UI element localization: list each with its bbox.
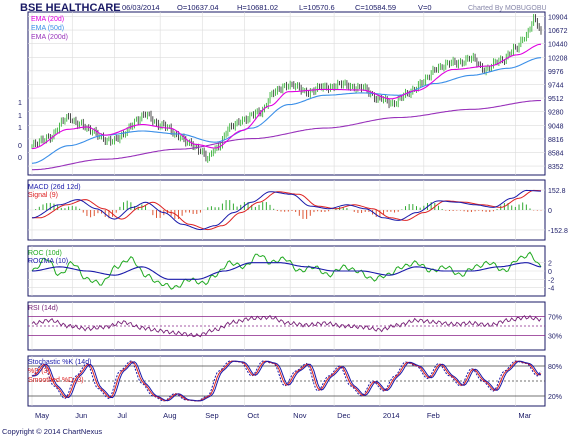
left-stub-label: 0 [18, 155, 22, 162]
left-stub-label: 0 [18, 143, 22, 150]
x-tick-label: Sep [205, 411, 218, 420]
close-readout: C=10584.59 [355, 3, 396, 12]
price-tick-label: 8584 [548, 150, 564, 157]
price-tick-label: 8352 [548, 164, 564, 171]
roc-line [31, 251, 542, 290]
x-tick-label: Feb [427, 411, 440, 420]
price-tick-label: 9512 [548, 96, 564, 103]
price-tick-label: 10672 [548, 28, 568, 35]
rocma-line [31, 262, 542, 280]
legend-ema20: EMA (20d) [31, 16, 64, 23]
stoch-tick-label: 20% [548, 394, 562, 401]
legend-ema50: EMA (50d) [31, 25, 64, 32]
price-legend: EMA (20d) EMA (50d) EMA (200d) [31, 16, 68, 41]
legend-rsi: RSI (14d) [28, 305, 58, 312]
rsi-tick-label: 70% [548, 314, 562, 321]
left-stub-label: 1 [18, 125, 22, 132]
rsi-tick-label: 30% [548, 334, 562, 341]
date-readout: 06/03/2014 [122, 3, 160, 12]
rsi-line [31, 314, 542, 338]
legend-roc: ROC (10d) [28, 250, 62, 257]
roc-tick-label: -2 [548, 277, 554, 284]
x-tick-label: Aug [163, 411, 176, 420]
low-readout: L=10570.6 [299, 3, 335, 12]
legend-ema200: EMA (200d) [31, 34, 68, 41]
price-tick-label: 9976 [548, 69, 564, 76]
stoch-smoothed-line [32, 360, 542, 402]
ema50-line [31, 57, 542, 164]
macd-line [31, 189, 541, 231]
left-stub-label: 1 [18, 113, 22, 120]
high-readout: H=10681.02 [237, 3, 278, 12]
roc-tick-label: -4 [548, 286, 554, 293]
plot-layer [31, 13, 542, 402]
stoch-legend: Stochastic %K (14d) %D (3) Smoothed %D (… [28, 359, 91, 384]
x-tick-label: Jul [117, 411, 127, 420]
legend-stoch-k: Stochastic %K (14d) [28, 359, 91, 366]
x-tick-label: May [35, 411, 49, 420]
open-readout: O=10637.04 [177, 3, 219, 12]
x-tick-label: Mar [518, 411, 531, 420]
x-tick-label: Dec [337, 411, 351, 420]
roc-tick-label: 0 [548, 269, 552, 276]
stoch-d-line [31, 360, 542, 402]
chart-title: BSE HEALTHCARE [20, 2, 121, 14]
legend-signal: Signal (9) [28, 192, 58, 199]
price-tick-label: 10904 [548, 14, 568, 21]
roc-tick-label: 2 [548, 261, 552, 268]
legend-rocma: ROCMA (10) [28, 258, 68, 265]
price-tick-label: 9744 [548, 82, 564, 89]
legend-macd: MACD (26d 12d) [28, 184, 81, 191]
x-tick-label: Jun [75, 411, 87, 420]
legend-stoch-d: %D (3) [28, 368, 50, 375]
rsi-legend: RSI (14d) [28, 305, 58, 312]
macd-tick-label: 152.8 [548, 188, 566, 195]
volume-readout: V=0 [418, 3, 432, 12]
stoch-tick-label: 80% [548, 364, 562, 371]
price-tick-label: 9048 [548, 123, 564, 130]
price-tick-label: 10208 [548, 55, 568, 62]
price-panel [27, 11, 546, 176]
roc-legend: ROC (10d) ROCMA (10) [28, 250, 68, 265]
legend-stoch-smoothed: Smoothed %D (3) [28, 377, 84, 384]
ema20-line [31, 43, 542, 150]
macd-legend: MACD (26d 12d) Signal (9) [28, 184, 81, 199]
ema200-line [32, 99, 542, 171]
x-tick-label: Oct [247, 411, 260, 420]
left-stub-label: 1 [18, 100, 22, 107]
signal-line [32, 189, 542, 231]
price-tick-label: 10440 [548, 42, 568, 49]
macd-tick-label: 0 [548, 208, 552, 215]
price-tick-label: 9280 [548, 110, 564, 117]
macd-tick-label: -152.8 [548, 228, 568, 235]
price-tick-label: 8816 [548, 137, 564, 144]
x-tick-label: 2014 [383, 411, 400, 420]
x-tick-label: Nov [293, 411, 307, 420]
copyright-text: Copyright © 2014 ChartNexus [2, 427, 102, 436]
credit-text: Charted By MOBUGOBU [468, 5, 547, 12]
